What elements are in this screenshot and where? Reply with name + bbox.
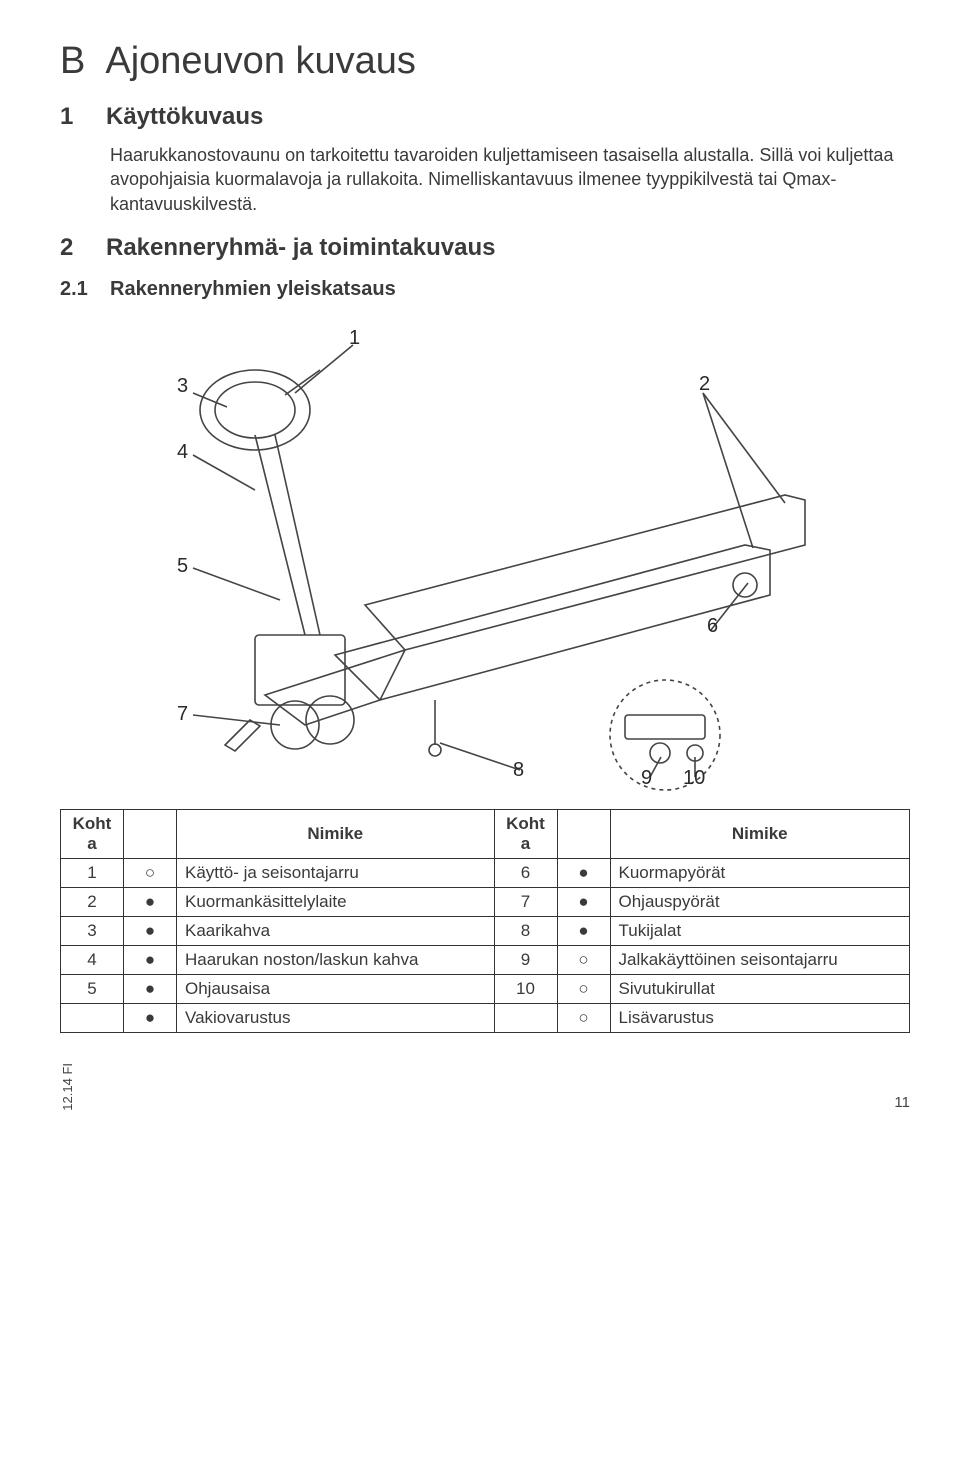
row-sym-right: ● (557, 858, 610, 887)
row-name-left: Vakiovarustus (177, 1003, 495, 1032)
callout-10: 10 (683, 767, 705, 790)
row-sym-left: ● (124, 1003, 177, 1032)
table-row: 5●Ohjausaisa10○Sivutukirullat (61, 974, 910, 1003)
section-1-num: 1 (60, 103, 78, 131)
row-num-right (494, 1003, 557, 1032)
footer-side-text: 12.14 FI (60, 1063, 75, 1111)
th-nimike-right: Nimike (610, 809, 910, 858)
row-num-left: 1 (61, 858, 124, 887)
callout-7: 7 (177, 703, 188, 726)
th-kohta-right: Koht a (494, 809, 557, 858)
table-row: 4●Haarukan noston/laskun kahva9○Jalkakäy… (61, 945, 910, 974)
section-1-text: Käyttökuvaus (106, 103, 263, 131)
row-num-left: 2 (61, 887, 124, 916)
row-sym-right: ○ (557, 1003, 610, 1032)
row-name-left: Käyttö- ja seisontajarru (177, 858, 495, 887)
section-2-1-text: Rakenneryhmien yleiskatsaus (110, 278, 396, 301)
row-name-right: Sivutukirullat (610, 974, 910, 1003)
row-name-right: Lisävarustus (610, 1003, 910, 1032)
page-footer: 12.14 FI 11 (60, 1063, 910, 1111)
pallet-truck-diagram: 1 2 3 4 5 6 7 8 9 10 (105, 315, 865, 795)
row-num-right: 10 (494, 974, 557, 1003)
callout-2: 2 (699, 373, 710, 396)
table-header-row: Koht a Nimike Koht a Nimike (61, 809, 910, 858)
row-name-right: Ohjauspyörät (610, 887, 910, 916)
section-2-1-num: 2.1 (60, 278, 82, 301)
th-sym-right (557, 809, 610, 858)
row-sym-left: ● (124, 916, 177, 945)
row-name-left: Kaarikahva (177, 916, 495, 945)
row-sym-left: ● (124, 945, 177, 974)
footer-page-number: 11 (894, 1094, 910, 1111)
row-sym-right: ● (557, 887, 610, 916)
row-name-left: Kuormankäsittelylaite (177, 887, 495, 916)
callout-6: 6 (707, 615, 718, 638)
section-2-text: Rakenneryhmä- ja toimintakuvaus (106, 234, 495, 262)
table-row: ●Vakiovarustus ○Lisävarustus (61, 1003, 910, 1032)
row-sym-left: ● (124, 887, 177, 916)
callout-3: 3 (177, 375, 188, 398)
row-name-right: Tukijalat (610, 916, 910, 945)
section-2-num: 2 (60, 234, 78, 262)
row-sym-right: ○ (557, 945, 610, 974)
row-sym-left: ○ (124, 858, 177, 887)
th-sym-left (124, 809, 177, 858)
row-name-right: Kuormapyörät (610, 858, 910, 887)
pallet-truck-svg (105, 315, 865, 795)
table-row: 1○Käyttö- ja seisontajarru6●Kuormapyörät (61, 858, 910, 887)
row-name-right: Jalkakäyttöinen seisontajarru (610, 945, 910, 974)
row-num-left (61, 1003, 124, 1032)
row-name-left: Ohjausaisa (177, 974, 495, 1003)
callout-9: 9 (641, 767, 652, 790)
section-1-heading: 1 Käyttökuvaus (60, 103, 910, 131)
table-row: 2●Kuormankäsittelylaite7●Ohjauspyörät (61, 887, 910, 916)
row-sym-left: ● (124, 974, 177, 1003)
title-text: Ajoneuvon kuvaus (105, 40, 416, 83)
callout-5: 5 (177, 555, 188, 578)
page-title-row: B Ajoneuvon kuvaus (60, 40, 910, 83)
section-2-heading: 2 Rakenneryhmä- ja toimintakuvaus (60, 234, 910, 262)
row-num-right: 9 (494, 945, 557, 974)
parts-table: Koht a Nimike Koht a Nimike 1○Käyttö- ja… (60, 809, 910, 1033)
callout-8: 8 (513, 759, 524, 782)
section-2-1-heading: 2.1 Rakenneryhmien yleiskatsaus (60, 278, 910, 301)
row-sym-right: ● (557, 916, 610, 945)
section-1-paragraph: Haarukkanostovaunu on tarkoitettu tavaro… (110, 143, 910, 216)
row-name-left: Haarukan noston/laskun kahva (177, 945, 495, 974)
th-nimike-left: Nimike (177, 809, 495, 858)
row-num-right: 6 (494, 858, 557, 887)
title-letter: B (60, 40, 85, 83)
callout-1: 1 (349, 327, 360, 350)
row-num-right: 7 (494, 887, 557, 916)
row-num-right: 8 (494, 916, 557, 945)
row-num-left: 4 (61, 945, 124, 974)
callout-4: 4 (177, 441, 188, 464)
th-kohta-left: Koht a (61, 809, 124, 858)
table-row: 3●Kaarikahva8●Tukijalat (61, 916, 910, 945)
row-sym-right: ○ (557, 974, 610, 1003)
row-num-left: 3 (61, 916, 124, 945)
row-num-left: 5 (61, 974, 124, 1003)
